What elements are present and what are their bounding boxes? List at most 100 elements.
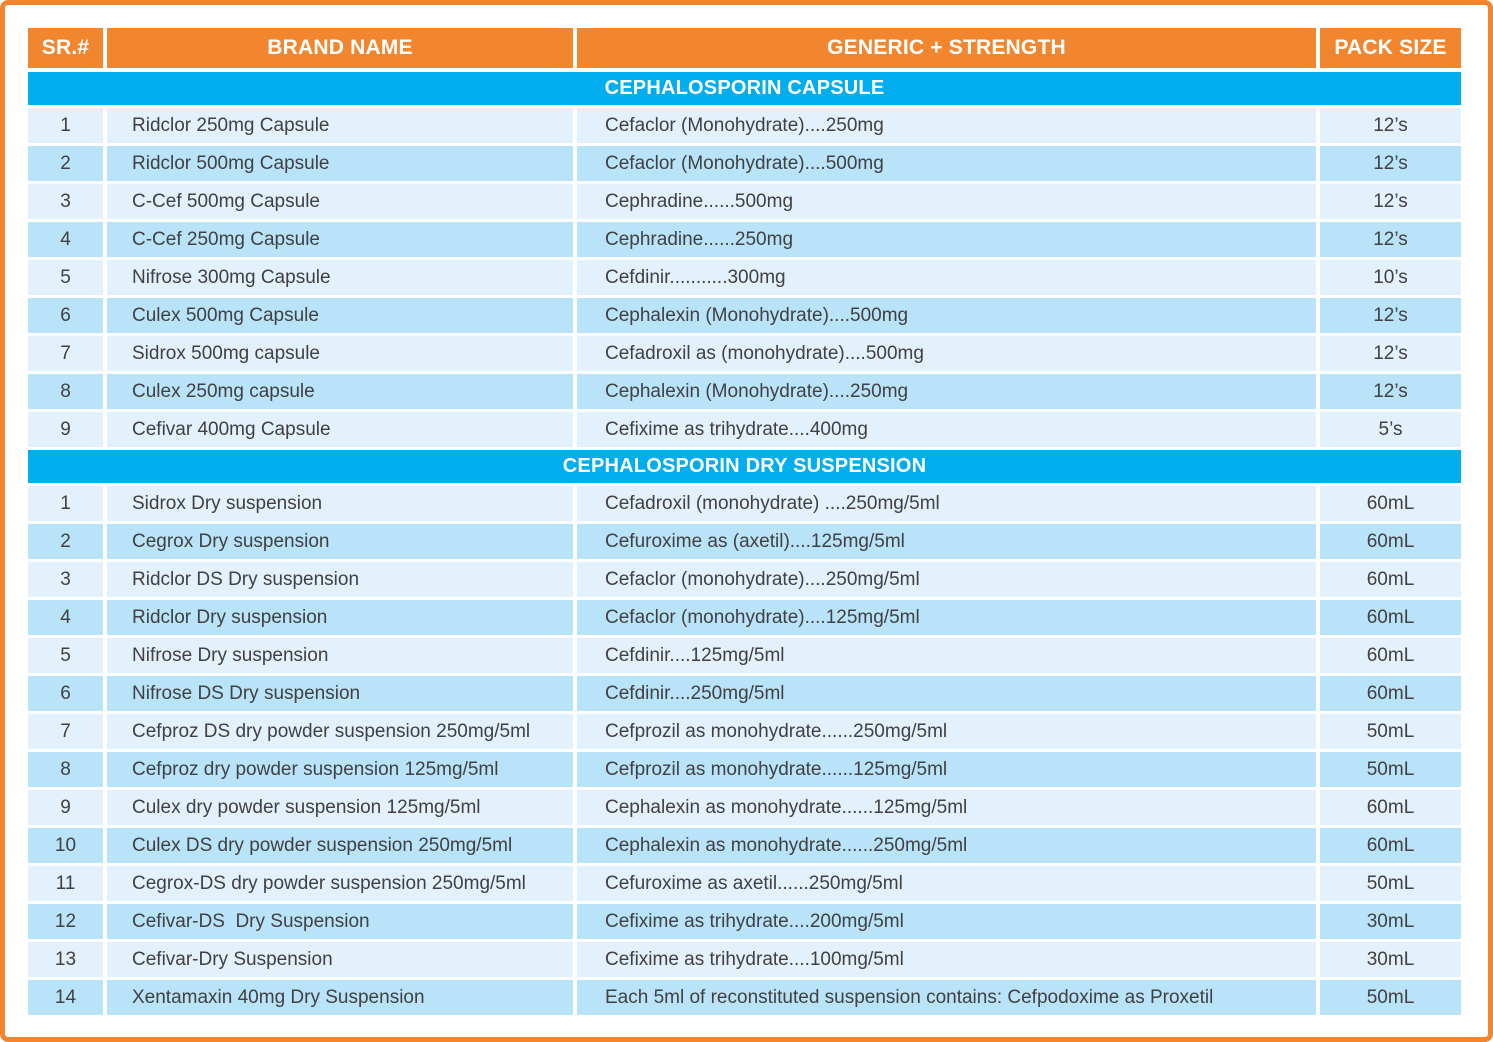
table-row: 6 Culex 500mg Capsule Cephalexin (Monohydr…	[28, 298, 1461, 333]
cell-pack: 30mL	[1320, 904, 1461, 939]
cell-generic: Cefuroxime as axetil......250mg/5ml	[577, 866, 1316, 901]
cell-pack: 30mL	[1320, 942, 1461, 977]
cell-pack: 12’s	[1320, 374, 1461, 409]
cell-generic: Cephalexin as monohydrate......125mg/5ml	[577, 790, 1316, 825]
cell-sr: 3	[28, 184, 103, 219]
cell-generic: Cephradine......500mg	[577, 184, 1316, 219]
cell-pack: 10’s	[1320, 260, 1461, 295]
column-header-brand: BRAND NAME	[107, 28, 573, 68]
table-row: 8 Cefproz dry powder suspension 125mg/5ml…	[28, 752, 1461, 787]
cell-brand: Culex 500mg Capsule	[107, 298, 573, 333]
table-row: 7 Cefproz DS dry powder suspension 250mg/…	[28, 714, 1461, 749]
cell-generic: Cefadroxil (monohydrate) ....250mg/5ml	[577, 486, 1316, 521]
table-row: 1 Ridclor 250mg Capsule Cefaclor (Monohydr…	[28, 108, 1461, 143]
table-header-row: SR.# BRAND NAME GENERIC + STRENGTH PACK …	[28, 28, 1461, 68]
cell-brand: Nifrose Dry suspension	[107, 638, 573, 673]
cell-sr: 4	[28, 222, 103, 257]
cell-generic: Cefuroxime as (axetil)....125mg/5ml	[577, 524, 1316, 559]
cell-brand: C-Cef 250mg Capsule	[107, 222, 573, 257]
cell-brand: Ridclor DS Dry suspension	[107, 562, 573, 597]
column-header-generic: GENERIC + STRENGTH	[577, 28, 1316, 68]
cell-generic: Cefadroxil as (monohydrate)....500mg	[577, 336, 1316, 371]
table-row: 12 Cefivar-DS Dry Suspension Cefixime as t…	[28, 904, 1461, 939]
cell-sr: 10	[28, 828, 103, 863]
cell-generic: Cefaclor (monohydrate)....125mg/5ml	[577, 600, 1316, 635]
section-header: CEPHALOSPORIN CAPSULE	[28, 72, 1461, 105]
cell-pack: 50mL	[1320, 980, 1461, 1015]
cell-brand: Cegrox-DS dry powder suspension 250mg/5m…	[107, 866, 573, 901]
cell-brand: Nifrose 300mg Capsule	[107, 260, 573, 295]
cell-pack: 12’s	[1320, 298, 1461, 333]
cell-brand: C-Cef 500mg Capsule	[107, 184, 573, 219]
cell-pack: 60mL	[1320, 524, 1461, 559]
cell-sr: 13	[28, 942, 103, 977]
table-body: CEPHALOSPORIN CAPSULE 1 Ridclor 250mg Caps…	[28, 72, 1462, 1015]
table-row: 8 Culex 250mg capsule Cephalexin (Monohydr…	[28, 374, 1461, 409]
table-row: 3 C-Cef 500mg Capsule Cephradine......500m…	[28, 184, 1461, 219]
cell-sr: 5	[28, 638, 103, 673]
cell-pack: 50mL	[1320, 752, 1461, 787]
cell-pack: 50mL	[1320, 714, 1461, 749]
cell-generic: Cephradine......250mg	[577, 222, 1316, 257]
cell-pack: 5’s	[1320, 412, 1461, 447]
cell-brand: Ridclor 500mg Capsule	[107, 146, 573, 181]
cell-pack: 50mL	[1320, 866, 1461, 901]
table-row: 10 Culex DS dry powder suspension 250mg/5…	[28, 828, 1461, 863]
cell-generic: Cefprozil as monohydrate......250mg/5ml	[577, 714, 1316, 749]
cell-sr: 9	[28, 412, 103, 447]
cell-brand: Cefivar-DS Dry Suspension	[107, 904, 573, 939]
table-row: 14 Xentamaxin 40mg Dry Suspension Each 5ml…	[28, 980, 1461, 1015]
cell-brand: Cefproz dry powder suspension 125mg/5ml	[107, 752, 573, 787]
table-row: 5 Nifrose Dry suspension Cefdinir....125mg…	[28, 638, 1461, 673]
column-header-pack: PACK SIZE	[1320, 28, 1461, 68]
cell-sr: 6	[28, 676, 103, 711]
cell-sr: 2	[28, 524, 103, 559]
table-row: 1 Sidrox Dry suspension Cefadroxil (monohy…	[28, 486, 1461, 521]
table-row: 2 Cegrox Dry suspension Cefuroxime as (axe…	[28, 524, 1461, 559]
table-row: 4 Ridclor Dry suspension Cefaclor (monohyd…	[28, 600, 1461, 635]
cell-brand: Ridclor 250mg Capsule	[107, 108, 573, 143]
cell-brand: Cefivar 400mg Capsule	[107, 412, 573, 447]
cell-generic: Cefdinir....125mg/5ml	[577, 638, 1316, 673]
cell-generic: Cefixime as trihydrate....200mg/5ml	[577, 904, 1316, 939]
cell-pack: 12’s	[1320, 184, 1461, 219]
cell-sr: 7	[28, 714, 103, 749]
column-header-sr: SR.#	[28, 28, 103, 68]
cell-pack: 12’s	[1320, 336, 1461, 371]
cell-generic: Cephalexin (Monohydrate)....500mg	[577, 298, 1316, 333]
cell-brand: Culex DS dry powder suspension 250mg/5ml	[107, 828, 573, 863]
product-table: SR.# BRAND NAME GENERIC + STRENGTH PACK …	[5, 5, 1488, 1015]
cell-sr: 9	[28, 790, 103, 825]
cell-pack: 60mL	[1320, 486, 1461, 521]
cell-pack: 60mL	[1320, 600, 1461, 635]
cell-pack: 12’s	[1320, 222, 1461, 257]
cell-sr: 1	[28, 108, 103, 143]
cell-pack: 60mL	[1320, 562, 1461, 597]
cell-sr: 12	[28, 904, 103, 939]
cell-generic: Cefaclor (monohydrate)....250mg/5ml	[577, 562, 1316, 597]
cell-brand: Culex 250mg capsule	[107, 374, 573, 409]
cell-brand: Cefproz DS dry powder suspension 250mg/5…	[107, 714, 573, 749]
cell-sr: 5	[28, 260, 103, 295]
table-row: 9 Cefivar 400mg Capsule Cefixime as trihyd…	[28, 412, 1461, 447]
cell-sr: 8	[28, 374, 103, 409]
cell-pack: 60mL	[1320, 790, 1461, 825]
table-row: 11 Cegrox-DS dry powder suspension 250mg/…	[28, 866, 1461, 901]
cell-generic: Cefaclor (Monohydrate)....250mg	[577, 108, 1316, 143]
cell-pack: 60mL	[1320, 828, 1461, 863]
cell-generic: Each 5ml of reconstituted suspension con…	[577, 980, 1316, 1015]
cell-generic: Cefprozil as monohydrate......125mg/5ml	[577, 752, 1316, 787]
cell-brand: Cefivar-Dry Suspension	[107, 942, 573, 977]
table-row: 6 Nifrose DS Dry suspension Cefdinir....25…	[28, 676, 1461, 711]
table-row: 3 Ridclor DS Dry suspension Cefaclor (mono…	[28, 562, 1461, 597]
cell-pack: 60mL	[1320, 638, 1461, 673]
table-row: 4 C-Cef 250mg Capsule Cephradine......250m…	[28, 222, 1461, 257]
table-row: 5 Nifrose 300mg Capsule Cefdinir..........…	[28, 260, 1461, 295]
table-row: 9 Culex dry powder suspension 125mg/5ml Ce…	[28, 790, 1461, 825]
table-row: 2 Ridclor 500mg Capsule Cefaclor (Monohydr…	[28, 146, 1461, 181]
cell-brand: Culex dry powder suspension 125mg/5ml	[107, 790, 573, 825]
cell-generic: Cephalexin as monohydrate......250mg/5ml	[577, 828, 1316, 863]
cell-generic: Cephalexin (Monohydrate)....250mg	[577, 374, 1316, 409]
cell-brand: Cegrox Dry suspension	[107, 524, 573, 559]
cell-sr: 8	[28, 752, 103, 787]
